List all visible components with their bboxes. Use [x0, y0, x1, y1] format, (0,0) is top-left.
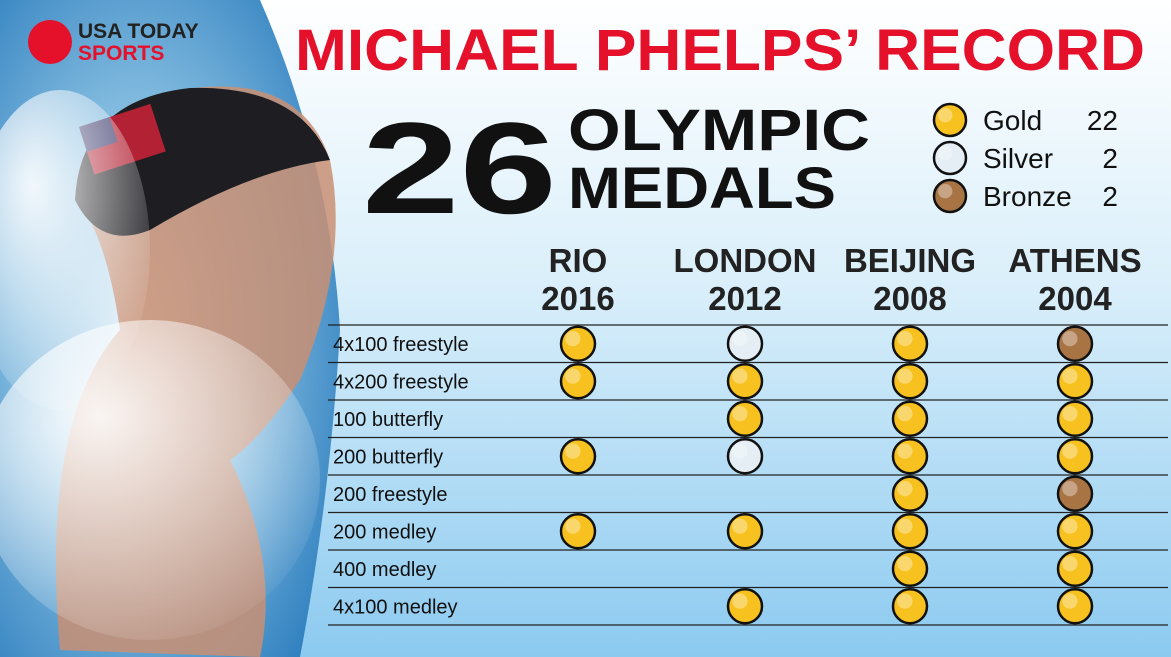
medal — [726, 363, 764, 400]
legend-name: Gold — [983, 105, 1042, 136]
legend-medal — [932, 140, 968, 176]
column-city: LONDON — [674, 242, 817, 279]
medal — [891, 588, 929, 625]
medal-shine — [897, 331, 913, 347]
row-event: 400 medley — [333, 559, 436, 581]
legend-medal-shine — [938, 146, 953, 161]
medal — [726, 513, 764, 550]
legend-count: 22 — [1087, 105, 1118, 136]
medal — [1056, 475, 1094, 512]
headline-line: OLYMPIC — [568, 98, 870, 163]
medal-shine — [732, 368, 748, 384]
medal — [726, 588, 764, 625]
legend-name: Bronze — [983, 181, 1072, 212]
medal-shine — [897, 368, 913, 384]
medal — [1056, 438, 1094, 475]
legend-count: 2 — [1102, 143, 1118, 174]
medal-shine — [732, 406, 748, 422]
column-year: 2008 — [873, 280, 946, 317]
legend-medal-shine — [938, 184, 953, 199]
medal-shine — [1062, 481, 1078, 497]
column-city: BEIJING — [844, 242, 976, 279]
row-event: 4x100 medley — [333, 596, 458, 618]
medal-shine — [1062, 593, 1078, 609]
medal-shine — [565, 443, 581, 459]
legend-medal-shine — [938, 108, 953, 123]
medal-shine — [1062, 518, 1078, 534]
medal-shine — [1062, 556, 1078, 572]
medal — [891, 400, 929, 437]
column-year: 2004 — [1038, 280, 1112, 317]
medal-shine — [897, 406, 913, 422]
medal-shine — [732, 518, 748, 534]
logo-dot — [28, 20, 72, 64]
medal — [1056, 513, 1094, 550]
headline-line: MEDALS — [568, 156, 836, 221]
medal-shine — [897, 481, 913, 497]
medal-shine — [565, 368, 581, 384]
column-city: RIO — [549, 242, 608, 279]
medal-shine — [897, 518, 913, 534]
legend-medal — [932, 178, 968, 214]
medal — [559, 438, 597, 475]
medal-shine — [1062, 406, 1078, 422]
photo-splash — [0, 90, 150, 410]
medal — [1056, 400, 1094, 437]
medal — [726, 325, 764, 362]
medal — [891, 513, 929, 550]
medal — [726, 438, 764, 475]
medal-shine — [897, 443, 913, 459]
medal — [891, 475, 929, 512]
row-event: 200 freestyle — [333, 484, 448, 506]
row-event: 4x200 freestyle — [333, 371, 469, 393]
medal — [1056, 325, 1094, 362]
medal-shine — [732, 593, 748, 609]
medal-shine — [732, 331, 748, 347]
medal-shine — [1062, 368, 1078, 384]
medal — [559, 513, 597, 550]
medal — [559, 363, 597, 400]
medal-shine — [565, 331, 581, 347]
column-year: 2012 — [708, 280, 781, 317]
row-event: 4x100 freestyle — [333, 334, 469, 356]
logo-section: SPORTS — [78, 42, 164, 65]
row-event: 200 butterfly — [333, 446, 443, 468]
medal — [1056, 588, 1094, 625]
medal-shine — [1062, 443, 1078, 459]
logo-name: USA TODAY — [78, 20, 199, 43]
medal — [891, 550, 929, 587]
medal — [891, 325, 929, 362]
medal-shine — [897, 593, 913, 609]
medal — [891, 363, 929, 400]
medal-shine — [732, 443, 748, 459]
legend-name: Silver — [983, 143, 1053, 174]
headline-count: 26 — [362, 95, 557, 241]
medal — [1056, 550, 1094, 587]
column-city: ATHENS — [1008, 242, 1141, 279]
legend-count: 2 — [1102, 181, 1118, 212]
medal — [1056, 363, 1094, 400]
row-event: 200 medley — [333, 521, 436, 543]
title: MICHAEL PHELPS’ RECORD — [295, 18, 1145, 83]
row-event: 100 butterfly — [333, 409, 443, 431]
medal-shine — [897, 556, 913, 572]
column-year: 2016 — [541, 280, 614, 317]
medal — [891, 438, 929, 475]
legend-medal — [932, 102, 968, 138]
medal-shine — [1062, 331, 1078, 347]
medal — [726, 400, 764, 437]
medal — [559, 325, 597, 362]
medal-shine — [565, 518, 581, 534]
